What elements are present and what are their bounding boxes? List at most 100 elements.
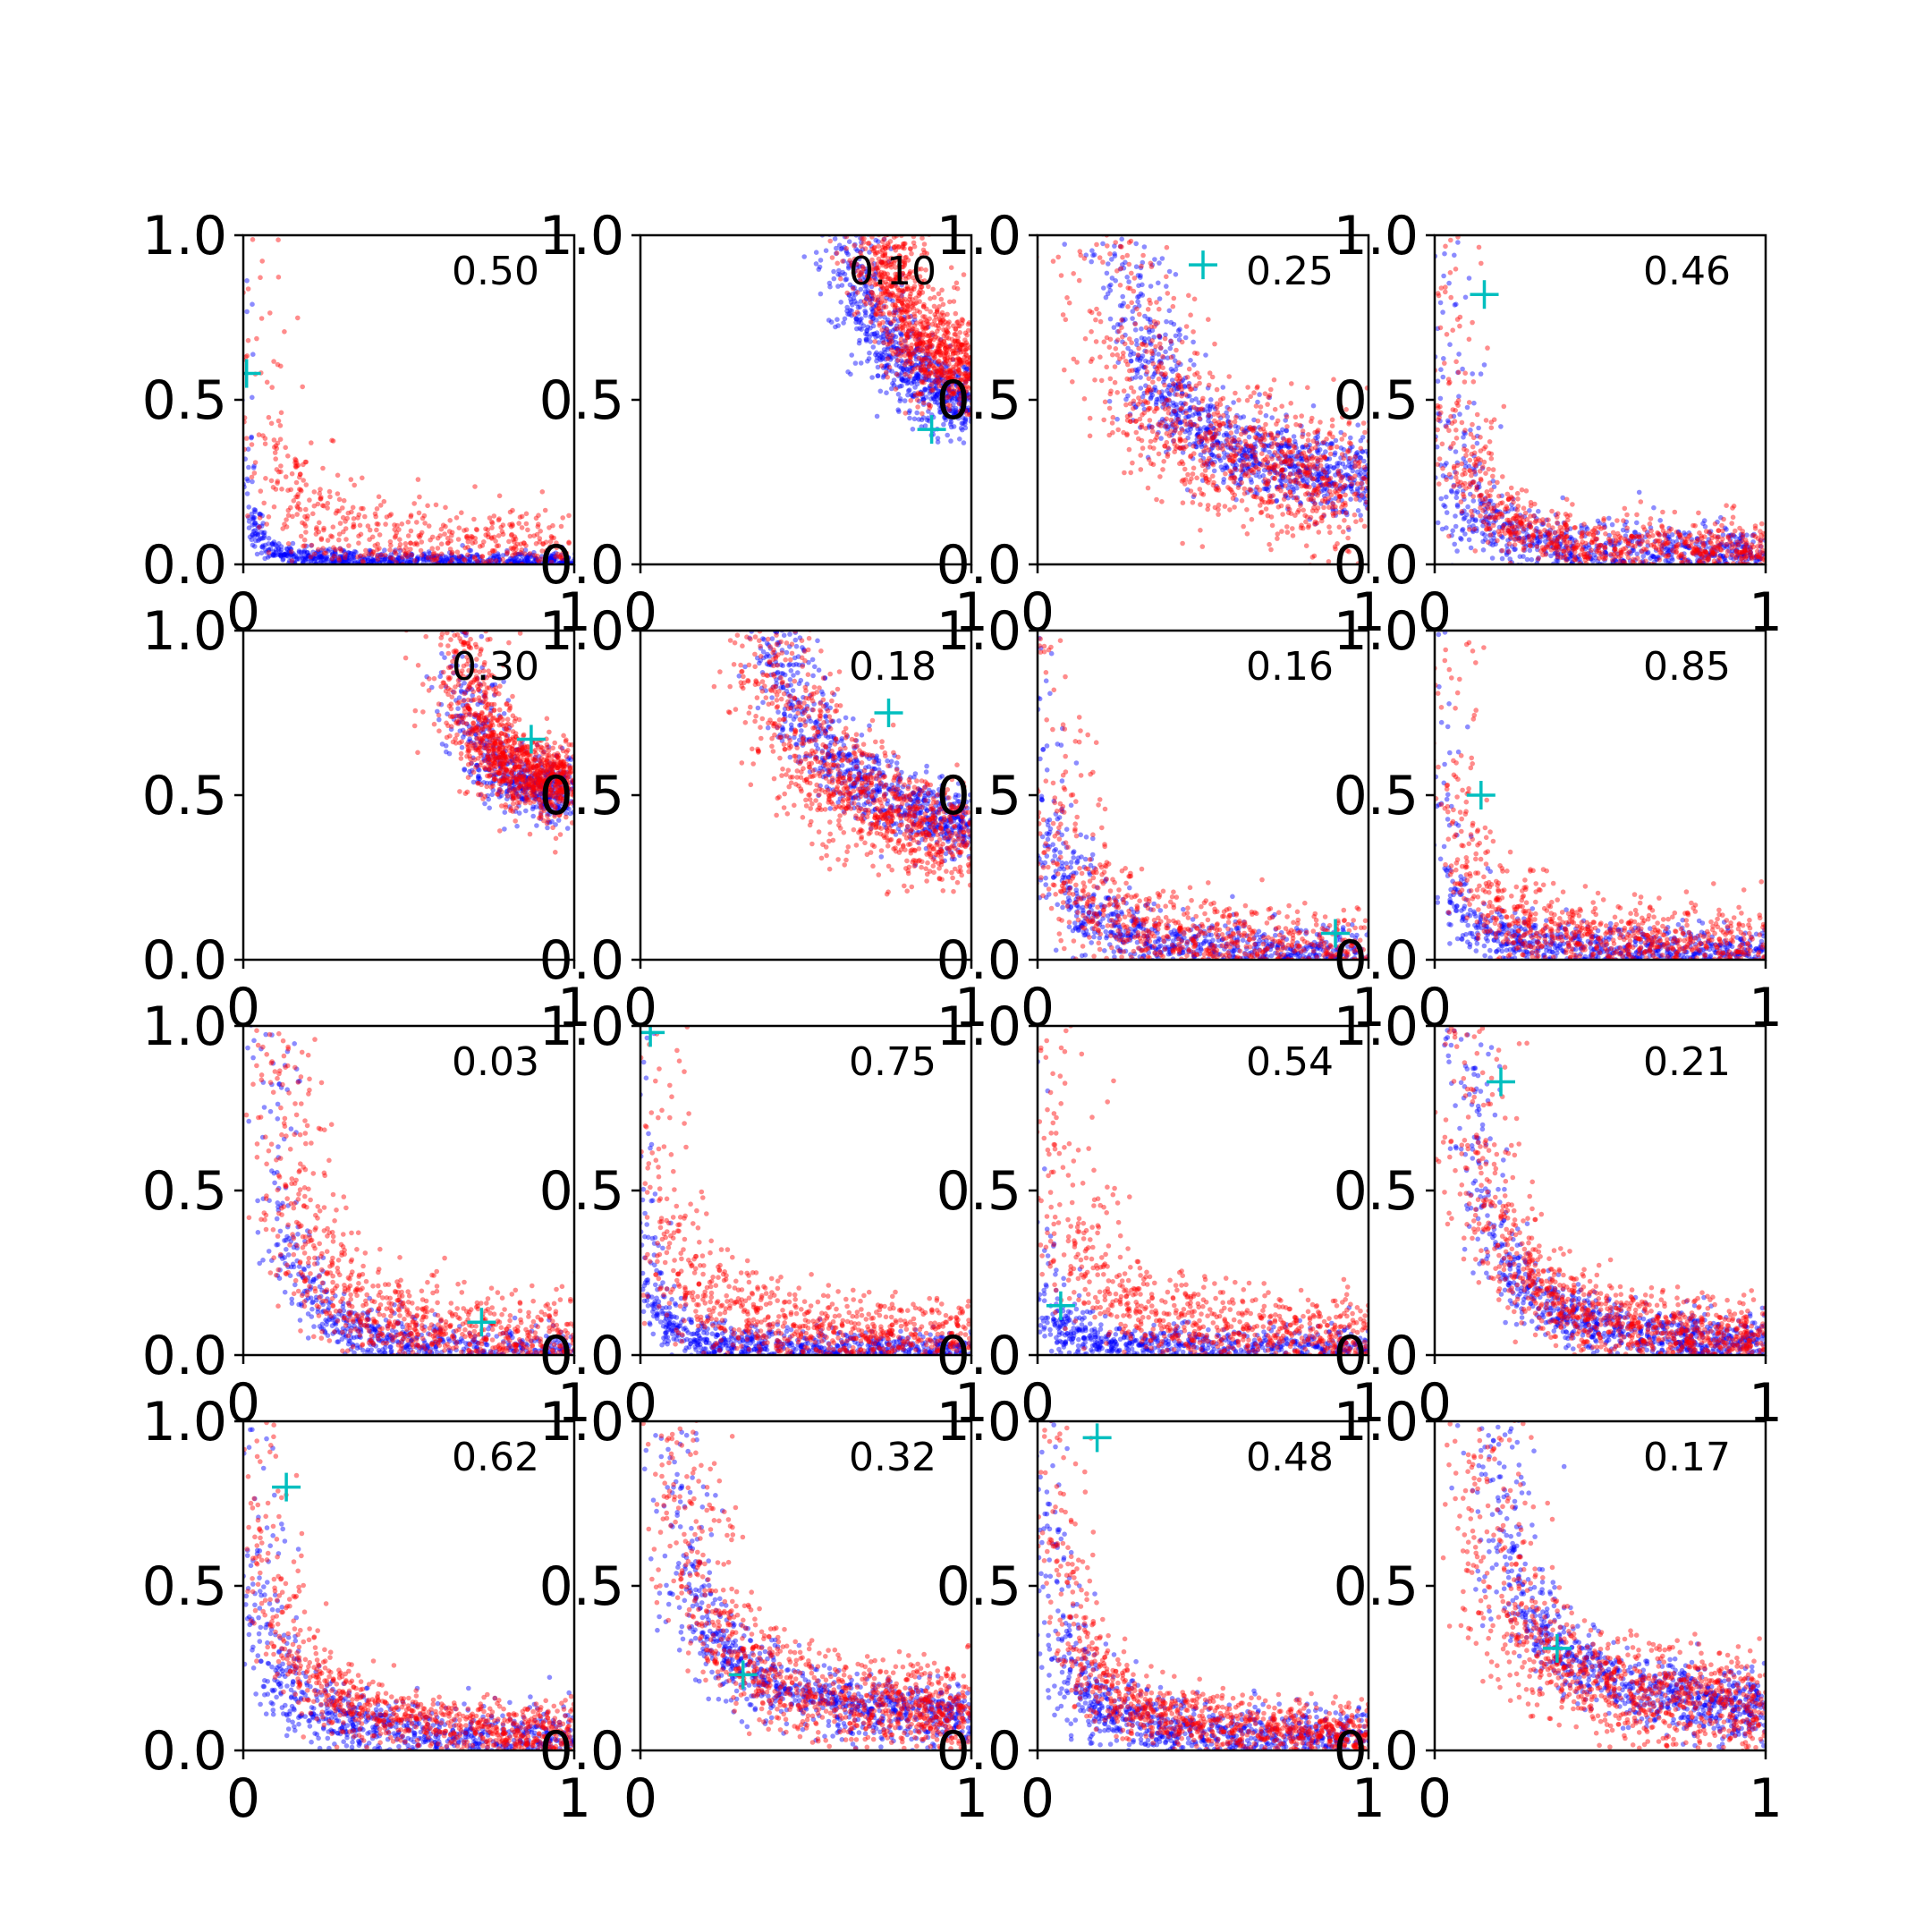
point [245,479,250,484]
point [885,342,890,347]
point [1169,355,1174,360]
point [874,307,879,312]
point [250,516,256,521]
point [250,301,255,307]
point [483,527,488,532]
point [1132,275,1138,281]
point [376,521,381,527]
point [1154,400,1159,405]
point [924,394,929,400]
point [1264,413,1269,419]
point [835,284,841,289]
point [1247,435,1252,440]
point [1275,471,1281,477]
point [903,359,909,364]
point [447,518,453,523]
point [472,556,478,562]
point [1348,456,1353,462]
point [326,501,331,506]
point [894,386,899,392]
point [1128,470,1133,476]
point [278,463,284,469]
point [1140,353,1146,359]
point [362,553,368,558]
point [1288,401,1293,406]
point [1236,437,1241,443]
point [913,296,919,301]
point [1177,326,1182,332]
point [1192,492,1198,497]
point [1233,476,1238,481]
point [290,471,295,477]
point [1106,292,1111,297]
point [1258,404,1264,410]
point [1105,243,1110,249]
point [1217,423,1223,428]
point [1094,339,1099,344]
point [1148,284,1154,289]
point [1359,518,1364,523]
point [314,525,319,530]
point [357,513,362,518]
point [566,513,572,519]
point [483,532,488,538]
point [824,248,829,253]
point [952,332,957,337]
point [1156,352,1161,357]
point [1089,248,1095,253]
point [1203,352,1208,358]
point [1186,293,1191,299]
point [1122,470,1127,476]
point [937,343,943,349]
point [252,470,258,476]
point [301,549,307,555]
point [921,364,927,369]
point [1245,398,1250,403]
point [1124,377,1130,382]
point [1199,399,1205,404]
point [1292,434,1297,439]
point [1128,352,1133,358]
point [393,549,398,555]
point [1216,512,1221,517]
point [330,556,335,562]
point [1358,513,1363,518]
point [1157,342,1163,347]
point [560,515,565,521]
point [388,555,394,561]
point [489,535,495,540]
point [299,534,304,539]
point [1133,327,1139,333]
point [1265,402,1270,407]
point [957,436,962,442]
point [286,541,292,547]
point [964,360,970,365]
point [520,525,525,530]
point [1280,512,1285,517]
point [1227,407,1233,412]
point [250,538,255,543]
point [255,552,260,557]
point [951,342,956,347]
point [414,520,419,525]
point [1294,486,1300,491]
point [914,343,919,348]
point [436,536,441,541]
point [326,538,331,543]
point [417,495,422,500]
point [1167,309,1173,314]
point [403,541,409,547]
point [1129,301,1134,306]
point [916,348,921,353]
point [519,547,524,553]
point [875,334,880,339]
point [1200,544,1206,549]
point [1212,419,1217,424]
point [1348,465,1353,470]
point [265,380,270,386]
point [1140,253,1146,258]
point [278,364,284,369]
point [1083,336,1089,342]
point [1149,425,1155,430]
point [924,307,929,312]
